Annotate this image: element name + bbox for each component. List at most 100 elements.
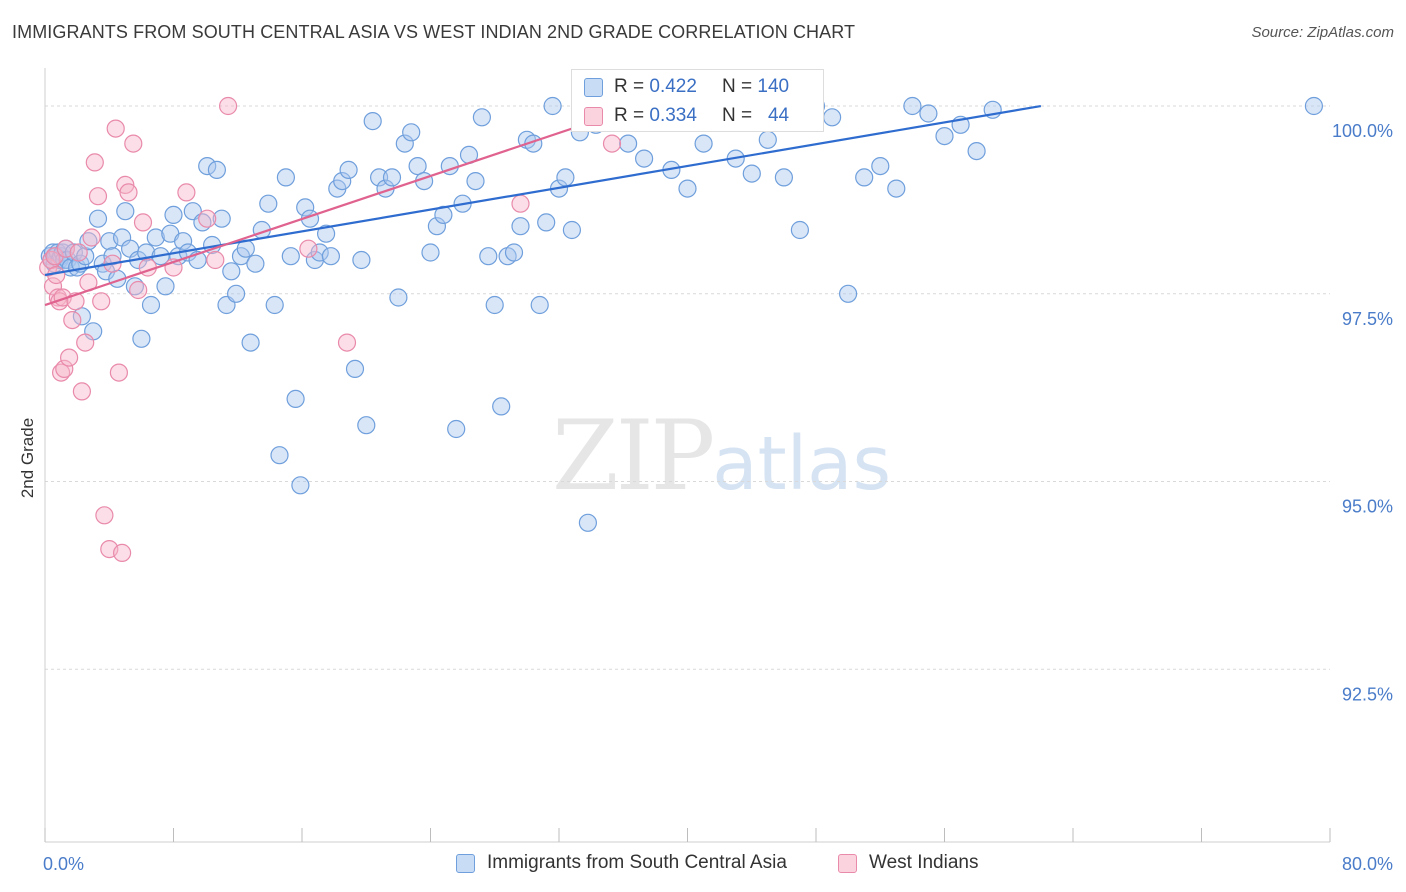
scatter-point-west-indians	[106, 119, 125, 138]
scatter-point-south-central-asia	[543, 96, 562, 116]
scatter-point-south-central-asia	[447, 419, 466, 439]
scatter-point-south-central-asia	[578, 513, 598, 532]
scatter-point-south-central-asia	[164, 205, 183, 224]
x-tick-label-max: 80.0%	[1342, 854, 1393, 874]
y-tick-label: 97.5%	[1342, 309, 1393, 329]
scatter-point-south-central-asia	[492, 397, 511, 416]
scatter-point-west-indians	[124, 134, 143, 153]
legend-label: Immigrants from South Central Asia	[487, 852, 787, 873]
scatter-point-west-indians	[112, 543, 132, 563]
scatter-point-south-central-asia	[504, 243, 524, 262]
scatter-point-west-indians	[76, 333, 95, 352]
chart-title: IMMIGRANTS FROM SOUTH CENTRAL ASIA VS WE…	[12, 22, 856, 42]
scatter-point-south-central-asia	[822, 108, 842, 127]
scatter-point-south-central-asia	[790, 220, 810, 240]
scatter-point-south-central-asia	[389, 288, 408, 307]
stats-r-value: 0.334	[649, 105, 697, 126]
scatter-point-west-indians	[602, 134, 622, 153]
scatter-point-south-central-asia	[321, 247, 340, 266]
stats-r-value: 0.422	[649, 76, 697, 97]
stats-swatch-pink	[584, 107, 603, 126]
stats-n-value: 44	[767, 105, 790, 126]
scatter-point-south-central-asia	[485, 295, 504, 315]
scatter-point-south-central-asia	[259, 194, 278, 213]
source-label: Source: ZipAtlas.com	[1251, 24, 1394, 41]
watermark: ZIPatlas	[552, 400, 891, 512]
scatter-point-west-indians	[95, 506, 114, 525]
scatter-point-south-central-asia	[227, 284, 246, 303]
scatter-point-south-central-asia	[871, 157, 890, 176]
scatter-point-south-central-asia	[395, 134, 414, 153]
scatter-point-south-central-asia	[103, 247, 122, 266]
scatter-point-south-central-asia	[357, 416, 376, 435]
scatter-point-south-central-asia	[919, 104, 938, 123]
scatter-point-west-indians	[337, 333, 357, 352]
scatter-point-south-central-asia	[174, 232, 193, 251]
scatter-point-south-central-asia	[855, 168, 874, 187]
scatter-point-south-central-asia	[132, 329, 151, 348]
scatter-point-west-indians	[88, 187, 108, 206]
scatter-point-south-central-asia	[281, 247, 300, 266]
chart-legend: Immigrants from South Central Asia West …	[0, 852, 1406, 878]
stats-row-west-indians: R = 0.334 N = 44	[572, 101, 823, 131]
scatter-point-west-indians	[92, 292, 111, 311]
scatter-point-south-central-asia	[903, 96, 922, 116]
scatter-point-west-indians	[299, 239, 318, 258]
scatter-point-south-central-asia	[967, 142, 986, 161]
scatter-point-south-central-asia	[838, 284, 858, 303]
scatter-point-south-central-asia	[618, 134, 638, 153]
scatter-point-south-central-asia	[678, 179, 697, 198]
scatter-point-south-central-asia	[479, 247, 498, 266]
scatter-point-south-central-asia	[333, 172, 352, 191]
scatter-point-south-central-asia	[310, 243, 329, 262]
scatter-point-west-indians	[133, 213, 153, 232]
scatter-point-west-indians	[85, 153, 104, 172]
scatter-point-west-indians	[129, 280, 148, 300]
scatter-point-south-central-asia	[88, 209, 108, 228]
scatter-point-south-central-asia	[511, 217, 530, 236]
scatter-point-west-indians	[82, 228, 101, 247]
scatter-point-south-central-asia	[935, 127, 954, 146]
scatter-point-south-central-asia	[222, 262, 241, 281]
scatter-point-south-central-asia	[146, 228, 165, 247]
scatter-point-south-central-asia	[408, 157, 427, 176]
stats-n: N = 140	[722, 76, 790, 97]
y-tick-label: 92.5%	[1342, 684, 1393, 704]
scatter-point-south-central-asia	[421, 243, 440, 262]
scatter-point-west-indians	[69, 243, 88, 262]
scatter-point-south-central-asia	[694, 134, 713, 153]
scatter-point-south-central-asia	[466, 172, 485, 191]
trend-line-west-indians	[44, 104, 640, 307]
scatter-point-south-central-asia	[758, 130, 777, 149]
scatter-point-south-central-asia	[370, 168, 389, 187]
scatter-point-south-central-asia	[270, 446, 289, 465]
scatter-point-south-central-asia	[472, 108, 491, 127]
scatter-point-south-central-asia	[402, 123, 421, 142]
scatter-point-south-central-asia	[265, 295, 284, 315]
scatter-point-south-central-asia	[339, 160, 358, 179]
watermark-atlas: atlas	[712, 421, 892, 507]
axes	[44, 68, 1331, 843]
stats-n: N = 44	[722, 105, 790, 126]
scatter-point-south-central-asia	[352, 250, 371, 270]
scatter-point-west-indians	[206, 250, 225, 270]
scatter-point-south-central-asia	[241, 333, 260, 352]
scatter-point-south-central-asia	[427, 217, 446, 236]
stats-r: R = 0.334	[614, 105, 697, 126]
scatter-point-south-central-asia	[317, 224, 336, 243]
scatter-point-south-central-asia	[246, 254, 265, 273]
scatter-point-west-indians	[219, 96, 238, 116]
scatter-point-south-central-asia	[556, 168, 575, 187]
scatter-point-south-central-asia	[116, 202, 135, 221]
scatter-point-south-central-asia	[530, 295, 549, 315]
scatter-point-west-indians	[72, 382, 92, 401]
scatter-point-south-central-asia	[276, 168, 295, 187]
scatter-point-west-indians	[177, 183, 196, 202]
scatter-point-south-central-asia	[156, 277, 175, 296]
y-tick-label: 95.0%	[1342, 497, 1393, 517]
scatter-point-south-central-asia	[774, 168, 794, 187]
scatter-point-south-central-asia	[291, 476, 310, 495]
scatter-point-west-indians	[198, 209, 217, 228]
trend-line-south-central-asia	[44, 104, 1042, 277]
